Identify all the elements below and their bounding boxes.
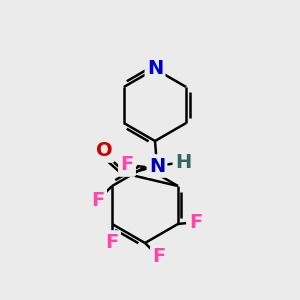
Text: F: F [106, 232, 119, 251]
Text: N: N [147, 59, 163, 79]
Text: N: N [149, 157, 165, 175]
Text: F: F [152, 248, 166, 266]
Text: O: O [96, 142, 112, 160]
Text: F: F [92, 190, 105, 209]
Text: H: H [175, 154, 191, 172]
Text: F: F [189, 212, 203, 232]
Text: F: F [120, 155, 134, 175]
